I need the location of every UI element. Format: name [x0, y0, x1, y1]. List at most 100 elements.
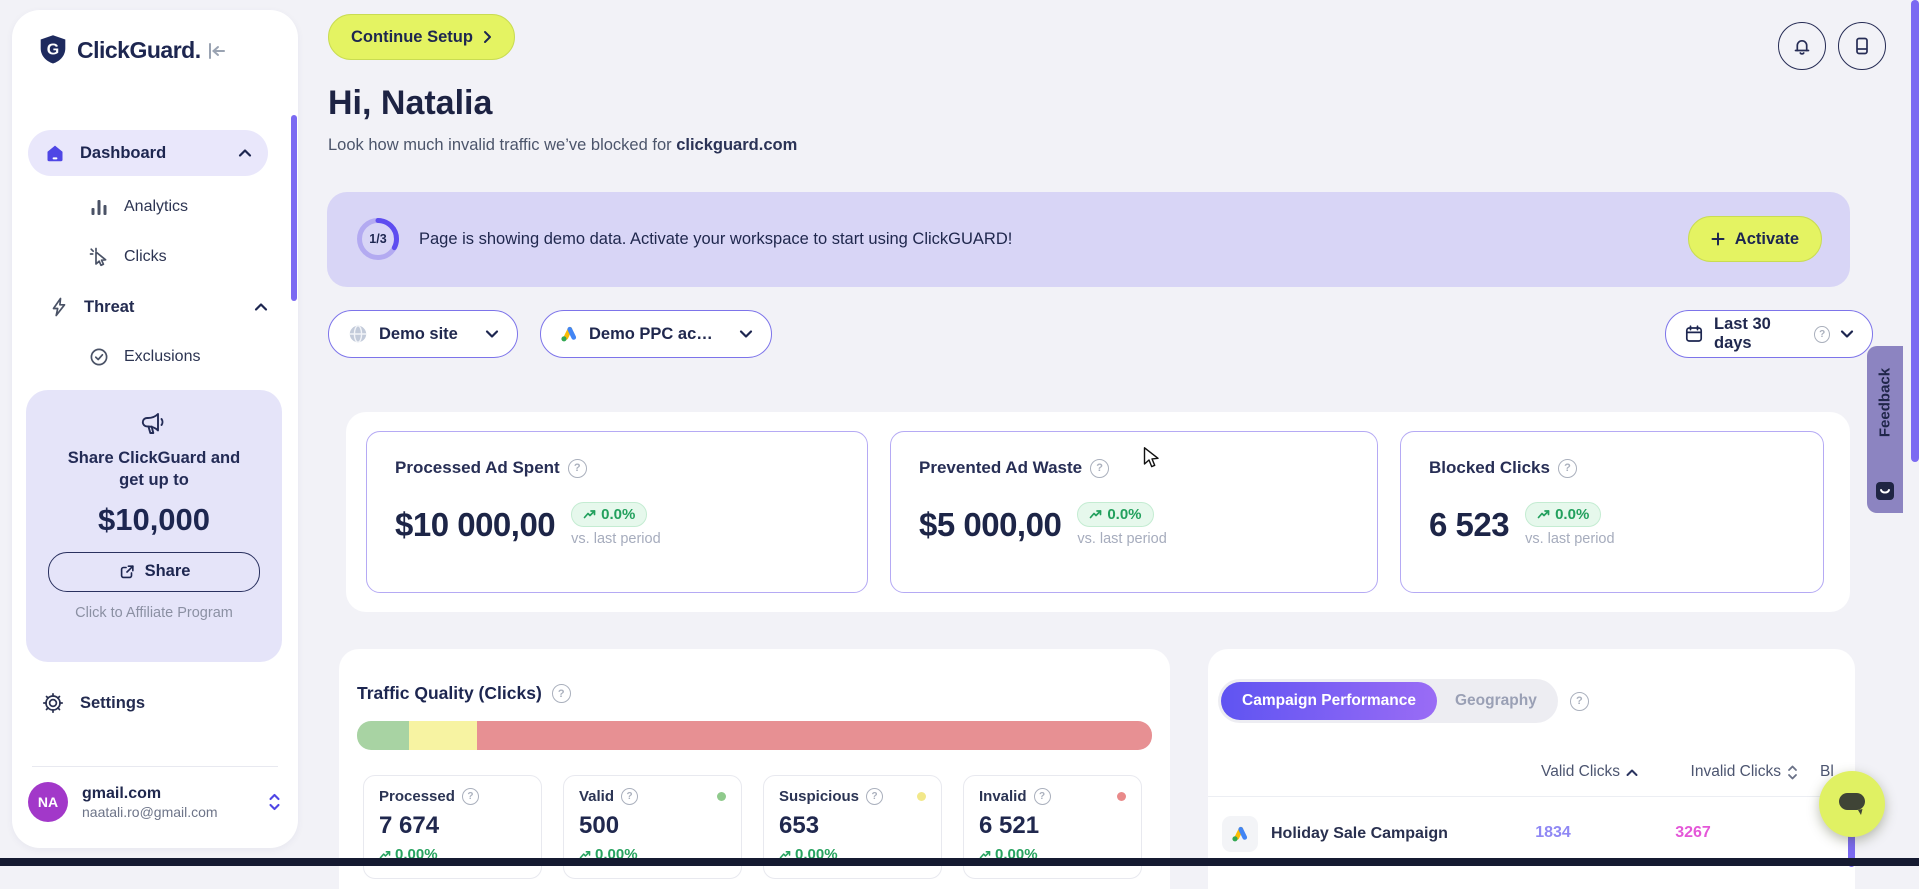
- help-icon[interactable]: ?: [866, 788, 884, 805]
- calendar-icon: [1684, 324, 1704, 344]
- help-icon[interactable]: ?: [1557, 458, 1577, 478]
- subtitle-domain: clickguard.com: [676, 136, 798, 154]
- traffic-quality-card: Traffic Quality (Clicks) ? Processed? 7 …: [339, 649, 1170, 889]
- affiliate-share-card[interactable]: Share ClickGuard and get up to $10,000 S…: [26, 390, 282, 662]
- sidebar: G ClickGuard. Dashboard Analytics Clicks…: [12, 10, 298, 848]
- logo: G ClickGuard.: [38, 34, 201, 66]
- delta-value: 0.0%: [1107, 506, 1142, 523]
- chat-bubble-icon: [1839, 793, 1865, 815]
- chevron-down-icon: [1840, 329, 1854, 339]
- tab-geography[interactable]: Geography: [1455, 692, 1537, 709]
- invalid-dot: [1117, 792, 1126, 801]
- site-filter-value: Demo site: [379, 324, 458, 343]
- help-icon[interactable]: ?: [621, 788, 639, 805]
- help-icon[interactable]: ?: [1569, 691, 1589, 711]
- globe-icon: [347, 323, 369, 345]
- tab-campaign-performance[interactable]: Campaign Performance: [1221, 682, 1437, 720]
- avatar: NA: [28, 782, 68, 822]
- site-filter-dropdown[interactable]: Demo site: [328, 310, 518, 358]
- cursor-click-icon: [88, 246, 110, 268]
- home-icon: [44, 142, 66, 164]
- workspace-name: gmail.com: [82, 784, 162, 802]
- tile-label: Suspicious: [779, 788, 860, 805]
- sidebar-item-analytics[interactable]: Analytics: [88, 196, 188, 218]
- delta-value: 0.0%: [1555, 506, 1590, 523]
- period-label: vs. last period: [1077, 531, 1167, 547]
- sidebar-item-dashboard[interactable]: Dashboard: [28, 130, 268, 176]
- trend-up-icon: [583, 510, 596, 519]
- sidebar-item-label: Clicks: [124, 248, 167, 265]
- share-card-text-line2: get up to: [119, 470, 189, 489]
- help-icon[interactable]: ?: [551, 684, 571, 703]
- tile-value: 6 521: [979, 812, 1040, 839]
- campaign-row[interactable]: Holiday Sale Campaign: [1222, 807, 1842, 861]
- sidebar-item-clicks[interactable]: Clicks: [88, 246, 167, 268]
- delta-badge: 0.0%: [1525, 502, 1602, 527]
- subtitle-text: Look how much invalid traffic we’ve bloc…: [328, 136, 677, 154]
- column-label: Valid Clicks: [1541, 763, 1620, 780]
- page-scrollbar[interactable]: [1911, 0, 1919, 462]
- sort-icon: [1788, 765, 1797, 779]
- bar-segment-suspicious: [408, 721, 478, 750]
- tile-label: Invalid: [979, 788, 1027, 805]
- stat-title: Prevented Ad Waste: [919, 458, 1083, 477]
- mouse-cursor: [1143, 447, 1161, 469]
- help-icon[interactable]: ?: [567, 458, 587, 478]
- sidebar-divider: [32, 766, 278, 767]
- megaphone-icon: [44, 410, 264, 438]
- activate-button[interactable]: Activate: [1687, 216, 1822, 262]
- column-header-blocked-truncated[interactable]: Bl: [1820, 763, 1834, 781]
- trend-up-icon: [979, 850, 991, 858]
- setup-progress-label: 1/3: [369, 232, 387, 246]
- stat-title: Processed Ad Spent: [395, 458, 560, 477]
- tile-value: 653: [779, 812, 820, 839]
- setup-progress-ring: 1/3: [355, 216, 401, 262]
- chat-launcher-button[interactable]: [1819, 771, 1885, 837]
- help-icon[interactable]: ?: [1814, 325, 1830, 343]
- account-switcher[interactable]: NA gmail.com naatali.ro@gmail.com: [28, 780, 282, 824]
- bar-segment-invalid: [477, 721, 1152, 750]
- continue-setup-button[interactable]: Continue Setup: [328, 14, 515, 60]
- help-icon[interactable]: ?: [1033, 788, 1051, 805]
- campaign-valid-clicks: 1834: [1535, 824, 1571, 841]
- suspicious-dot: [917, 792, 926, 801]
- notifications-button[interactable]: [1778, 22, 1826, 70]
- feedback-smiley-icon: [1875, 481, 1895, 501]
- bell-icon: [1794, 40, 1810, 55]
- stats-section: Processed Ad Spent? $10 000,00 0.0% vs. …: [346, 412, 1850, 612]
- period-label: vs. last period: [1525, 531, 1615, 547]
- svg-text:G: G: [47, 41, 59, 58]
- campaign-performance-card: Campaign Performance Geography ? Valid C…: [1208, 649, 1855, 889]
- sidebar-item-exclusions[interactable]: Exclusions: [88, 346, 200, 368]
- devices-button[interactable]: [1838, 22, 1886, 70]
- tile-label: Processed: [379, 788, 455, 805]
- help-icon[interactable]: ?: [461, 788, 479, 805]
- share-card-footnote: Click to Affiliate Program: [75, 604, 233, 621]
- period-label: vs. last period: [571, 531, 661, 547]
- date-range-dropdown[interactable]: Last 30 days ?: [1665, 310, 1873, 358]
- sidebar-collapse-button[interactable]: [204, 38, 230, 64]
- feedback-label: Feedback: [1876, 367, 1894, 438]
- date-range-value: Last 30 days: [1714, 315, 1771, 352]
- column-header-invalid-clicks[interactable]: Invalid Clicks: [1648, 763, 1798, 781]
- ppc-account-filter-dropdown[interactable]: Demo PPC ac…: [540, 310, 772, 358]
- sidebar-item-label: Settings: [80, 693, 146, 712]
- share-button[interactable]: Share: [48, 551, 260, 592]
- feedback-tab[interactable]: Feedback: [1867, 346, 1903, 513]
- sidebar-item-threat[interactable]: Threat: [48, 296, 268, 318]
- campaign-invalid-clicks: 3267: [1675, 824, 1711, 841]
- device-icon: [1856, 37, 1868, 55]
- tab-group: Campaign Performance Geography: [1218, 679, 1558, 723]
- help-icon[interactable]: ?: [1090, 458, 1110, 478]
- page-title: Hi, Natalia: [328, 84, 493, 122]
- share-card-text-line1: Share ClickGuard and: [67, 449, 241, 467]
- sidebar-scrollbar[interactable]: [291, 115, 297, 301]
- ppc-account-filter-value: Demo PPC ac…: [589, 324, 713, 343]
- sidebar-item-label: Exclusions: [124, 348, 201, 365]
- sidebar-item-settings[interactable]: Settings: [42, 692, 145, 714]
- stat-card-blocked-clicks: Blocked Clicks? 6 523 0.0% vs. last peri…: [1400, 431, 1824, 593]
- stat-value: 6 523: [1429, 505, 1510, 543]
- page-subtitle: Look how much invalid traffic we’ve bloc…: [328, 136, 797, 155]
- stat-card-prevented-ad-waste: Prevented Ad Waste? $5 000,00 0.0% vs. l…: [890, 431, 1378, 593]
- column-header-valid-clicks[interactable]: Valid Clicks: [1478, 763, 1638, 781]
